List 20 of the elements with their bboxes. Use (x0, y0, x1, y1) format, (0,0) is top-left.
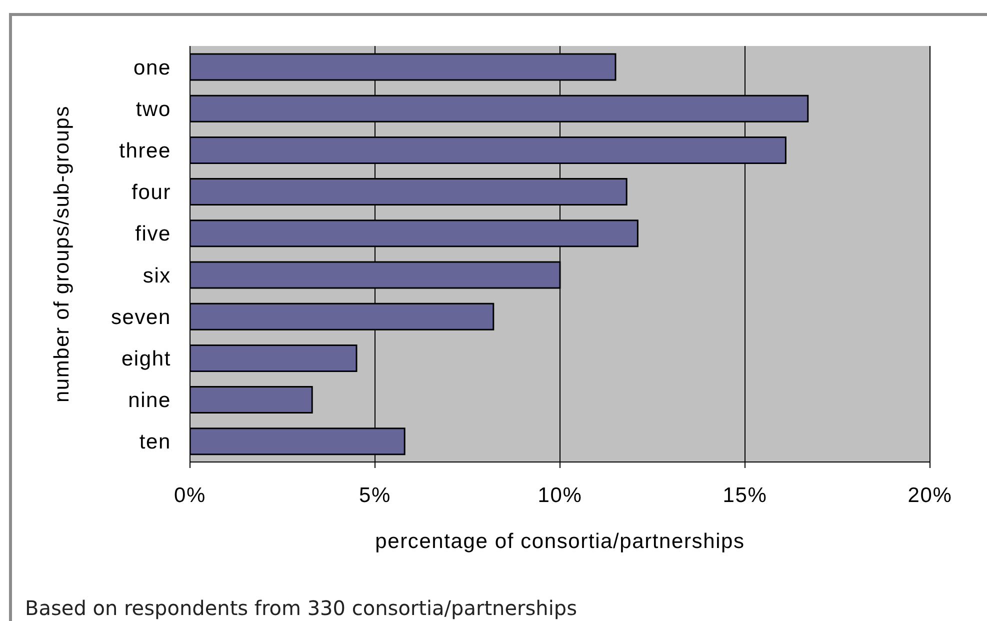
y-tick-label: five (135, 222, 171, 246)
bar (190, 386, 313, 414)
x-tick-label: 15% (722, 484, 768, 507)
x-tick-label: 20% (908, 484, 952, 507)
x-tick-label: 10% (538, 484, 582, 507)
y-tick-label: ten (139, 430, 171, 454)
y-tick-label: one (134, 56, 171, 80)
y-tick-label: six (142, 264, 171, 288)
y-tick-label: nine (128, 389, 171, 412)
y-tick-label: seven (110, 306, 171, 329)
x-axis-title: percentage of consortia/partnerships (375, 530, 745, 553)
bar (190, 344, 358, 372)
y-axis-title: number of groups/sub-groups (50, 105, 74, 403)
y-tick-label: two (136, 98, 171, 121)
y-tick-label: four (132, 181, 171, 204)
y-tick-label: eight (121, 347, 171, 370)
x-tick-label: 0% (174, 484, 206, 507)
text: Based on respondents from 330 consortia/partnerships (25, 596, 578, 620)
y-tick-label: three (119, 139, 171, 162)
x-tick-label: 5% (359, 484, 391, 507)
